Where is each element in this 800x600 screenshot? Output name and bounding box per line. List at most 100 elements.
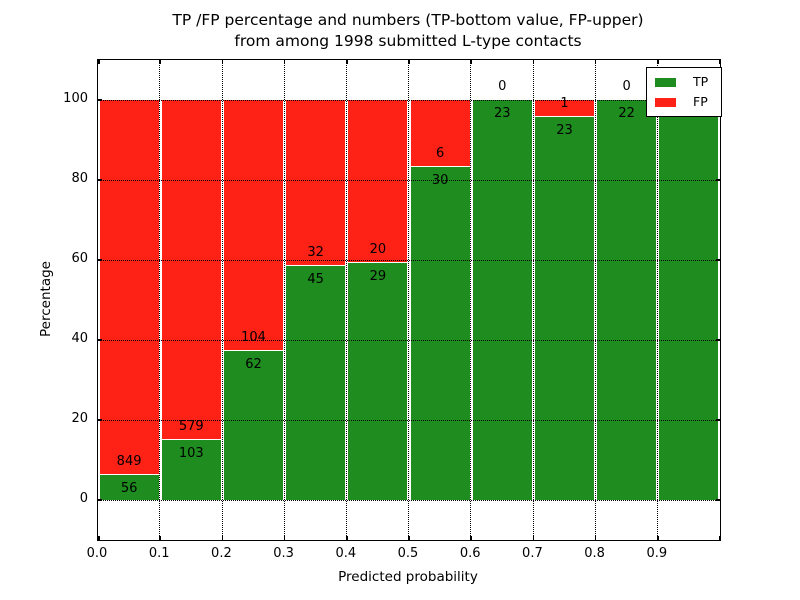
y-tick-mark [716, 419, 720, 421]
x-tick-label: 0.3 [273, 546, 294, 561]
v-gridline [408, 60, 410, 540]
x-tick-mark [532, 60, 535, 64]
bar-label-fp: 0 [498, 79, 507, 94]
bar-label-fp: 0 [622, 79, 631, 94]
x-tick-mark [532, 536, 535, 540]
bar-segment-tp [99, 475, 159, 500]
x-tick-mark [594, 60, 597, 64]
v-gridline [221, 60, 223, 540]
v-gridline [159, 60, 161, 540]
bar-label-fp: 104 [241, 329, 266, 345]
bar-label-fp: 6 [435, 145, 445, 161]
x-tick-mark [408, 536, 410, 540]
bar-label-tp: 30 [431, 172, 449, 188]
chart-title: TP /FP percentage and numbers (TP-bottom… [97, 10, 719, 52]
bar-segment-fp [410, 100, 470, 167]
y-tick-label: 100 [63, 91, 88, 106]
x-tick-mark [470, 536, 472, 540]
y-tick-mark [716, 179, 720, 181]
bar-label-fp: 579 [178, 418, 204, 434]
y-tick-mark [98, 259, 102, 261]
legend: TP FP [646, 67, 722, 117]
legend-swatch-fp-icon [655, 97, 676, 107]
bar-segment-tp [410, 166, 470, 500]
bar-label-tp: 23 [556, 122, 573, 138]
y-tick-mark [98, 419, 102, 421]
bar-label-tp: 56 [120, 481, 138, 497]
y-tick-mark [716, 339, 720, 341]
legend-row-tp: TP [655, 72, 721, 92]
y-tick-mark [98, 99, 102, 101]
v-gridline [657, 60, 659, 540]
y-tick-label: 0 [79, 491, 88, 506]
h-gridline [98, 180, 720, 181]
x-tick-mark [98, 60, 100, 64]
x-tick-mark [221, 60, 224, 64]
x-tick-mark [470, 60, 472, 64]
bar-segment-fp [99, 100, 159, 476]
bar-label-tp: 22 [618, 106, 635, 121]
y-tick-mark [716, 499, 720, 501]
v-gridline [283, 60, 285, 540]
legend-row-fp: FP [655, 92, 721, 112]
y-tick-label: 40 [71, 331, 88, 346]
bar-label-fp: 32 [307, 245, 324, 261]
bar-segment-tp [534, 116, 595, 500]
bar-label-fp: 849 [116, 454, 142, 470]
y-tick-mark [98, 499, 102, 501]
x-tick-label: 0.8 [584, 546, 605, 561]
x-tick-mark [98, 536, 100, 540]
x-tick-mark [346, 536, 348, 540]
x-tick-mark [657, 536, 659, 540]
x-tick-mark [221, 536, 224, 540]
x-tick-mark [718, 536, 720, 540]
bar-segment-fp [223, 100, 284, 351]
h-gridline [98, 100, 720, 101]
bar-segment-fp [161, 100, 221, 440]
v-gridline [594, 60, 596, 540]
y-tick-label: 60 [71, 251, 88, 266]
x-tick-label: 0.4 [335, 546, 357, 561]
x-tick-label: 0.5 [397, 546, 419, 561]
x-tick-label: 0.9 [646, 546, 668, 561]
x-tick-mark [159, 60, 161, 64]
h-gridline [98, 500, 720, 501]
x-tick-mark [283, 60, 286, 64]
x-tick-label: 0.2 [211, 546, 232, 561]
bar-label-tp: 103 [178, 445, 204, 461]
x-tick-label: 0.7 [522, 546, 543, 561]
legend-label-tp: TP [693, 74, 709, 89]
bar-label-tp: 45 [307, 272, 324, 288]
y-tick-mark [98, 179, 102, 181]
x-tick-mark [283, 536, 286, 540]
h-gridline [98, 420, 720, 421]
x-tick-mark [594, 536, 597, 540]
x-tick-mark [718, 60, 720, 64]
y-axis-label: Percentage [38, 261, 54, 337]
bar-label-tp: 23 [494, 106, 511, 121]
y-tick-mark [716, 259, 720, 261]
bar-segment-tp [472, 100, 532, 500]
bar-label-fp: 1 [560, 95, 569, 111]
v-gridline [532, 60, 534, 540]
bar-segment-tp [348, 263, 408, 500]
y-tick-label: 80 [71, 171, 88, 186]
bar-segment-fp [286, 100, 346, 267]
chart-title-line1: TP /FP percentage and numbers (TP-bottom… [172, 11, 644, 29]
bar-label-fp: 20 [369, 242, 387, 258]
v-gridline [470, 60, 472, 540]
bar-segment-tp [161, 439, 221, 500]
h-gridline [98, 340, 720, 341]
bar-segment-fp [348, 100, 408, 264]
legend-label-fp: FP [693, 94, 708, 109]
y-tick-mark [98, 339, 102, 341]
x-tick-mark [159, 536, 161, 540]
plot-inner: 849565791031046232452029630023123022014 [98, 60, 720, 540]
bar-segment-tp [223, 350, 284, 500]
bar-label-tp: 29 [369, 269, 387, 285]
bar-segment-fp [534, 100, 595, 117]
h-gridline [98, 260, 720, 261]
bar-label-tp: 62 [245, 356, 262, 372]
chart-title-line2: from among 1998 submitted L-type contact… [234, 32, 582, 50]
